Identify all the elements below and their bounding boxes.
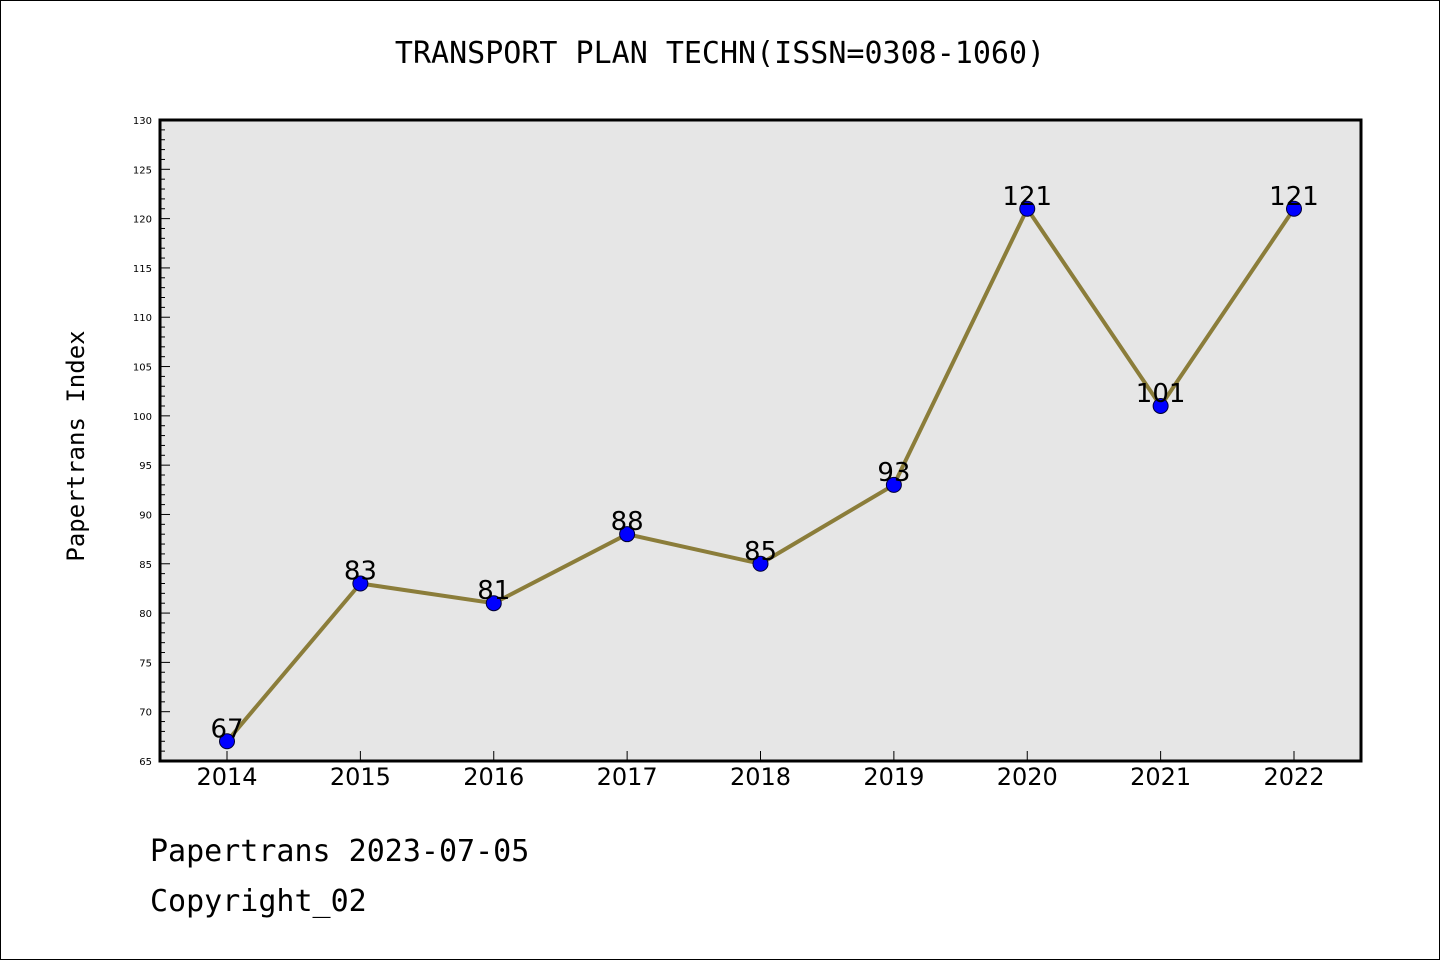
y-tick-label: 110 [133, 313, 152, 324]
x-tick-label: 2020 [997, 763, 1058, 791]
data-label: 83 [344, 556, 377, 586]
y-tick-label: 130 [133, 116, 152, 127]
data-label: 85 [744, 537, 777, 567]
y-tick-label: 80 [139, 609, 152, 620]
data-point [352, 575, 369, 592]
x-tick-label: 2015 [330, 763, 391, 791]
x-tick-label: 2019 [863, 763, 924, 791]
y-tick-label: 65 [139, 757, 152, 768]
data-point [219, 733, 235, 750]
data-point [1152, 397, 1169, 414]
y-tick-label: 100 [133, 412, 152, 423]
data-label: 93 [877, 458, 910, 488]
data-point [619, 526, 636, 543]
footer-copyright: Copyright_02 [150, 884, 367, 919]
plot-area [160, 120, 1361, 761]
x-tick-label: 2018 [730, 763, 791, 791]
x-tick-label: 2022 [1263, 763, 1324, 791]
y-tick-label: 105 [133, 363, 152, 374]
y-tick-label: 75 [139, 658, 152, 669]
y-tick-label: 125 [133, 165, 152, 176]
y-tick-label: 115 [133, 264, 152, 275]
chart-title: TRANSPORT PLAN TECHN(ISSN=0308-1060) [394, 36, 1046, 71]
data-label: 121 [1269, 182, 1319, 212]
data-point [485, 595, 502, 612]
data-point [1019, 200, 1036, 217]
y-tick-label: 85 [139, 560, 152, 571]
data-point [885, 476, 902, 493]
x-tick-label: 2017 [597, 763, 658, 791]
y-tick-label: 120 [133, 215, 152, 226]
x-tick-label: 2014 [196, 763, 257, 791]
y-tick-label: 95 [139, 461, 152, 472]
data-point [1286, 200, 1302, 217]
data-label: 121 [1002, 182, 1052, 212]
data-label: 88 [611, 507, 644, 537]
x-tick-label: 2021 [1130, 763, 1191, 791]
plot-border [158, 118, 1363, 763]
data-label: 101 [1136, 379, 1186, 409]
y-tick-label: 90 [139, 510, 152, 521]
y-tick-label: 70 [139, 708, 152, 719]
data-point [752, 555, 769, 572]
x-tick-label: 2016 [463, 763, 524, 791]
data-label: 81 [477, 576, 510, 606]
footer-date: Papertrans 2023-07-05 [150, 834, 530, 869]
data-label: 67 [210, 714, 243, 744]
